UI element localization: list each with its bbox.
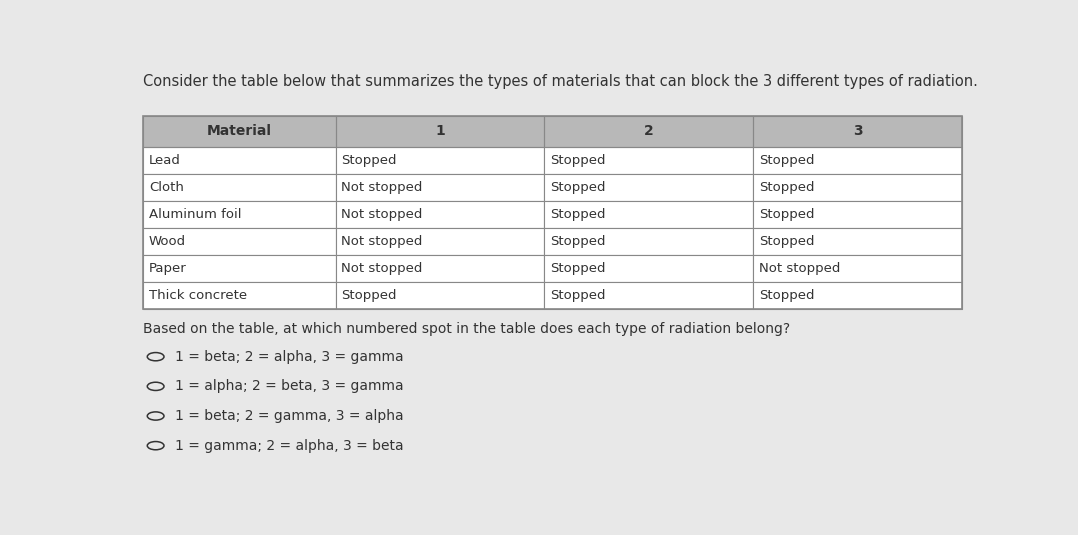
- Bar: [754, 255, 962, 282]
- Text: Not stopped: Not stopped: [759, 262, 840, 275]
- Text: Stopped: Stopped: [550, 262, 606, 275]
- Bar: [143, 147, 335, 174]
- Bar: [754, 201, 962, 228]
- Text: Not stopped: Not stopped: [342, 262, 423, 275]
- Text: Material: Material: [207, 124, 272, 138]
- Bar: [143, 116, 335, 147]
- Bar: [335, 255, 544, 282]
- Text: Paper: Paper: [149, 262, 186, 275]
- Bar: [143, 228, 335, 255]
- Text: Stopped: Stopped: [759, 208, 814, 221]
- Text: Based on the table, at which numbered spot in the table does each type of radiat: Based on the table, at which numbered sp…: [143, 322, 790, 335]
- Bar: [754, 116, 962, 147]
- Text: 1 = beta; 2 = alpha, 3 = gamma: 1 = beta; 2 = alpha, 3 = gamma: [175, 350, 403, 364]
- Text: Stopped: Stopped: [550, 208, 606, 221]
- Text: Stopped: Stopped: [759, 235, 814, 248]
- Text: Stopped: Stopped: [342, 289, 397, 302]
- Text: Consider the table below that summarizes the types of materials that can block t: Consider the table below that summarizes…: [143, 74, 978, 89]
- Text: 1 = alpha; 2 = beta, 3 = gamma: 1 = alpha; 2 = beta, 3 = gamma: [175, 379, 403, 393]
- Bar: [544, 116, 754, 147]
- Text: Aluminum foil: Aluminum foil: [149, 208, 241, 221]
- Bar: [143, 174, 335, 201]
- Text: Stopped: Stopped: [550, 181, 606, 194]
- Bar: [335, 147, 544, 174]
- Bar: [544, 255, 754, 282]
- Text: Stopped: Stopped: [759, 181, 814, 194]
- Bar: [143, 116, 962, 309]
- Bar: [544, 147, 754, 174]
- Text: Not stopped: Not stopped: [342, 181, 423, 194]
- Text: Stopped: Stopped: [550, 235, 606, 248]
- Text: 1: 1: [436, 124, 445, 138]
- Text: Not stopped: Not stopped: [342, 208, 423, 221]
- Bar: [544, 228, 754, 255]
- Text: Thick concrete: Thick concrete: [149, 289, 247, 302]
- Text: 1 = beta; 2 = gamma, 3 = alpha: 1 = beta; 2 = gamma, 3 = alpha: [175, 409, 403, 423]
- Bar: [544, 201, 754, 228]
- Bar: [544, 282, 754, 309]
- Text: 2: 2: [644, 124, 653, 138]
- Text: 1 = gamma; 2 = alpha, 3 = beta: 1 = gamma; 2 = alpha, 3 = beta: [175, 439, 403, 453]
- Text: Wood: Wood: [149, 235, 186, 248]
- Text: Stopped: Stopped: [550, 154, 606, 166]
- Text: Not stopped: Not stopped: [342, 235, 423, 248]
- Bar: [143, 255, 335, 282]
- Text: Stopped: Stopped: [550, 289, 606, 302]
- Bar: [335, 116, 544, 147]
- Text: Stopped: Stopped: [759, 154, 814, 166]
- Text: Stopped: Stopped: [342, 154, 397, 166]
- Bar: [335, 228, 544, 255]
- Text: Lead: Lead: [149, 154, 181, 166]
- Bar: [143, 282, 335, 309]
- Bar: [754, 228, 962, 255]
- Bar: [335, 282, 544, 309]
- Text: Cloth: Cloth: [149, 181, 184, 194]
- Bar: [143, 201, 335, 228]
- Bar: [754, 282, 962, 309]
- Bar: [754, 147, 962, 174]
- Text: 3: 3: [853, 124, 862, 138]
- Bar: [544, 174, 754, 201]
- Bar: [335, 174, 544, 201]
- Bar: [335, 201, 544, 228]
- Bar: [754, 174, 962, 201]
- Text: Stopped: Stopped: [759, 289, 814, 302]
- Bar: [143, 116, 962, 147]
